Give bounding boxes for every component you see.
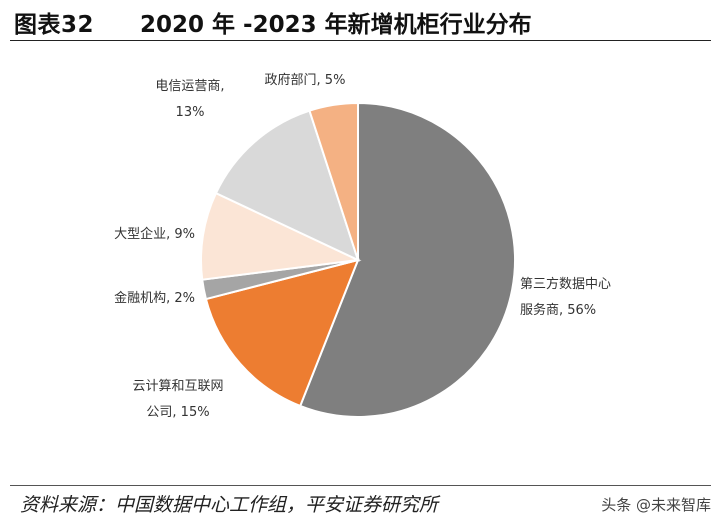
slice-label-3: 金融机构, 2% xyxy=(114,290,195,306)
slice-label-5: 电信运营商, 13% xyxy=(155,79,224,120)
source-note: 资料来源：中国数据中心工作组，平安证券研究所 xyxy=(20,494,439,516)
title-divider xyxy=(10,40,711,41)
pie-slice-6 xyxy=(308,101,359,261)
watermark: 头条 @未来智库 xyxy=(601,496,711,514)
pie-slice-2 xyxy=(204,258,360,408)
chart-area: 第三方数据中心服务商, 56% 云计算和互联网公司, 15% 金融机构, 2% 大型企… xyxy=(0,42,721,482)
chart-title: 2020 年 -2023 年新增机柜行业分布 xyxy=(140,12,532,38)
source-divider xyxy=(10,485,711,486)
slice-label-2: 云计算和互联网公司, 15% xyxy=(132,379,223,420)
title-bar: 图表32 2020 年 -2023 年新增机柜行业分布 xyxy=(0,0,721,40)
pie-slice-5 xyxy=(214,109,360,262)
slice-label-1: 第三方数据中心服务商, 56% xyxy=(520,276,611,318)
pie-chart: 第三方数据中心服务商, 56% 云计算和互联网公司, 15% 金融机构, 2% 大型企… xyxy=(114,73,611,420)
pie-slice-1 xyxy=(298,101,516,418)
figure-label: 图表32 xyxy=(14,12,95,38)
slice-label-6: 政府部门, 5% xyxy=(265,73,346,88)
slice-label-4: 大型企业, 9% xyxy=(114,226,195,242)
pie-slice-4 xyxy=(200,191,362,281)
